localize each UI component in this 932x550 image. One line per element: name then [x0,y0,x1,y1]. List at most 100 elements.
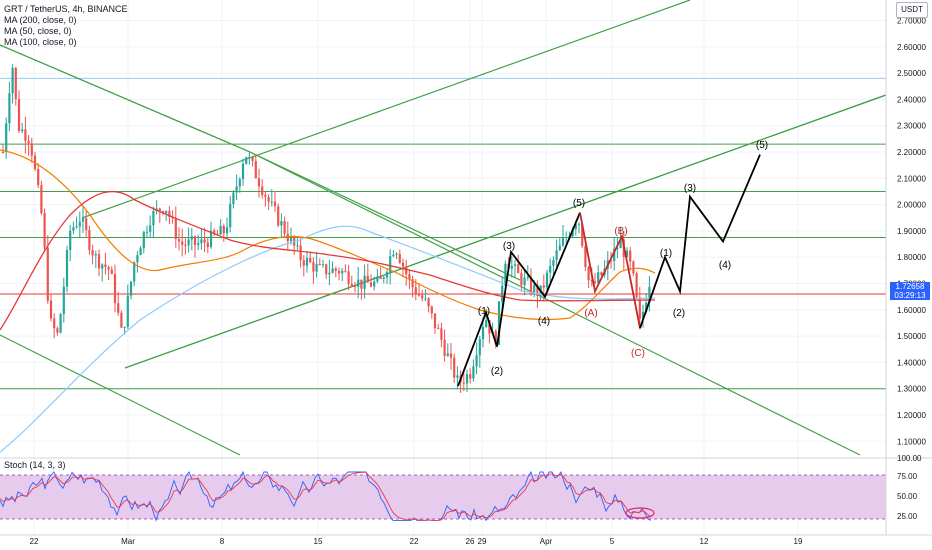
candle-body [424,298,427,300]
legend: GRT / TetherUS, 4h, BINANCE MA (200, clo… [4,4,128,48]
x-tick-label: Apr [540,537,553,546]
candle-body [433,313,437,329]
ma200-line [0,225,656,453]
x-tick-label: 8 [220,537,225,546]
candle-body [376,276,379,282]
candle-body [213,230,216,234]
candle-body [443,339,446,356]
candle-body [168,210,171,218]
candle-body [126,295,129,327]
candle-body [401,262,405,267]
projection-label: (5) [756,140,768,151]
candle-body [360,279,363,289]
candle-body [427,298,430,307]
candle-body [408,274,411,280]
moving-averages [0,149,656,453]
candle-body [549,265,552,273]
impulse-label: (2) [491,366,503,377]
x-tick-label: 29 [478,537,487,546]
candle-body [59,314,62,333]
currency-button[interactable]: USDT [896,2,928,18]
y-tick-label: 1.30000 [897,385,926,394]
candle-body [62,286,65,315]
corrective-label: (B) [614,226,627,237]
candle-body [133,262,136,282]
projection-wave [639,154,761,329]
y-tick-label: 1.40000 [897,358,926,367]
candle-body [1,152,5,153]
candle-body [561,238,565,246]
candle-body [81,218,85,222]
candle-body [331,268,334,273]
candle-body [341,270,344,274]
candle-body [184,244,187,246]
legend-ma50[interactable]: MA (50, close, 0) [4,26,72,36]
stoch-legend[interactable]: Stoch (14, 3, 3) [4,460,66,470]
candle-body [565,237,568,239]
trendline [249,151,521,281]
corrective-label: (A) [584,308,597,319]
stoch-tick-label: 100.00 [897,454,922,463]
legend-symbol[interactable]: GRT / TetherUS, 4h, BINANCE [4,4,128,14]
candle-body [206,242,209,248]
candle-body [318,264,321,266]
candle-body [517,264,520,274]
candle-body [584,245,587,267]
candle-body [497,301,501,345]
candle-body [113,273,117,304]
legend-ma200[interactable]: MA (200, close, 0) [4,15,77,25]
candle-body [337,270,341,274]
candle-body [542,285,545,288]
candle-body [254,161,257,179]
candle-body [635,273,638,298]
candle-body [225,227,229,234]
x-tick-label: Mar [121,537,135,546]
candle-body [94,254,97,256]
candle-body [577,223,581,225]
candle-body [613,248,616,262]
candle-body [283,221,286,234]
candle-body [56,328,59,333]
candle-body [280,221,283,226]
candle-body [171,217,174,219]
candle-body [190,236,193,240]
candle-body [11,67,14,94]
candle-body [241,163,245,180]
candle-body [389,256,392,273]
candle-body [421,295,424,299]
candle-body [261,186,264,195]
candle-body [523,277,526,286]
candle-body [462,382,465,384]
candle-body [645,302,648,312]
candle-body [469,374,472,379]
candle-body [440,328,443,340]
trendline [0,334,241,456]
candle-body [251,157,254,162]
candle-body [248,157,251,159]
y-tick-label: 2.30000 [897,122,926,131]
candle-body [398,253,401,263]
candle-body [357,279,360,287]
candle-body [475,355,478,367]
candle-body [465,374,469,384]
corrective-wave [579,212,641,329]
trendline [124,94,887,369]
trendline [249,151,861,456]
legend-ma100[interactable]: MA (100, close, 0) [4,37,77,47]
impulse-label: (1) [478,306,490,317]
candle-body [46,247,49,301]
candle-body [590,280,593,282]
candle-body [625,250,629,257]
candle-body [229,203,232,228]
candle-body [536,284,539,296]
candle-body [619,239,622,249]
candle-body [552,260,555,266]
impulse-label: (5) [573,198,585,209]
impulse-wave [457,212,581,387]
candle-body [222,225,225,234]
candle-body [373,281,376,287]
candle-body [88,230,91,250]
candle-body [5,123,8,153]
trendlines [0,0,887,456]
